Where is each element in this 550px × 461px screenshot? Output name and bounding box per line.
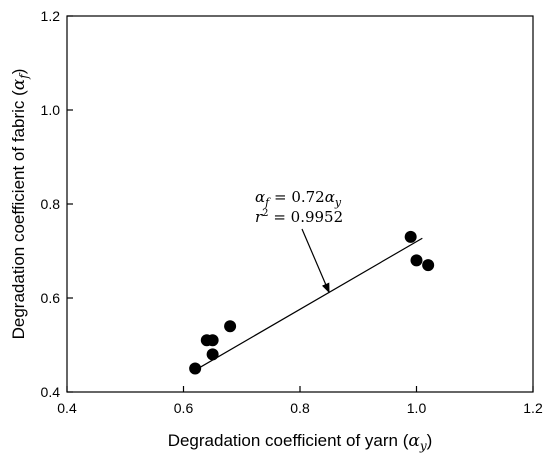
r-squared-label: r2 = 0.9952 xyxy=(255,208,343,226)
y-tick-label: 0.6 xyxy=(41,290,61,306)
x-tick-label: 0.6 xyxy=(174,400,194,416)
y-axis-title: Degradation coefficient of fabric (αf) xyxy=(9,69,31,340)
data-point xyxy=(224,320,237,333)
x-tick-label: 0.8 xyxy=(290,400,310,416)
annotation-arrow xyxy=(301,228,330,294)
data-point xyxy=(422,259,435,272)
x-tick-label: 1.2 xyxy=(523,400,543,416)
y-tick-label: 0.4 xyxy=(41,384,61,400)
y-tick-label: 0.8 xyxy=(41,196,61,212)
y-tick-label: 1.0 xyxy=(41,102,61,118)
data-points xyxy=(189,230,435,375)
x-axis-ticks: 0.4 0.6 0.8 1.0 1.2 xyxy=(57,386,543,416)
data-point xyxy=(189,362,202,375)
regression-line-group xyxy=(194,237,423,371)
equation-label: αf = 0.72αy xyxy=(255,188,342,209)
y-tick-label: 1.2 xyxy=(41,8,61,24)
regression-line xyxy=(194,237,423,371)
y-axis-ticks: 0.4 0.6 0.8 1.0 1.2 xyxy=(41,8,73,400)
x-tick-label: 1.0 xyxy=(407,400,427,416)
data-point xyxy=(206,348,219,361)
data-point xyxy=(410,254,423,267)
x-axis-title: Degradation coefficient of yarn (αy) xyxy=(168,431,433,453)
data-point xyxy=(206,334,219,347)
x-tick-label: 0.4 xyxy=(57,400,77,416)
data-point xyxy=(404,230,417,243)
